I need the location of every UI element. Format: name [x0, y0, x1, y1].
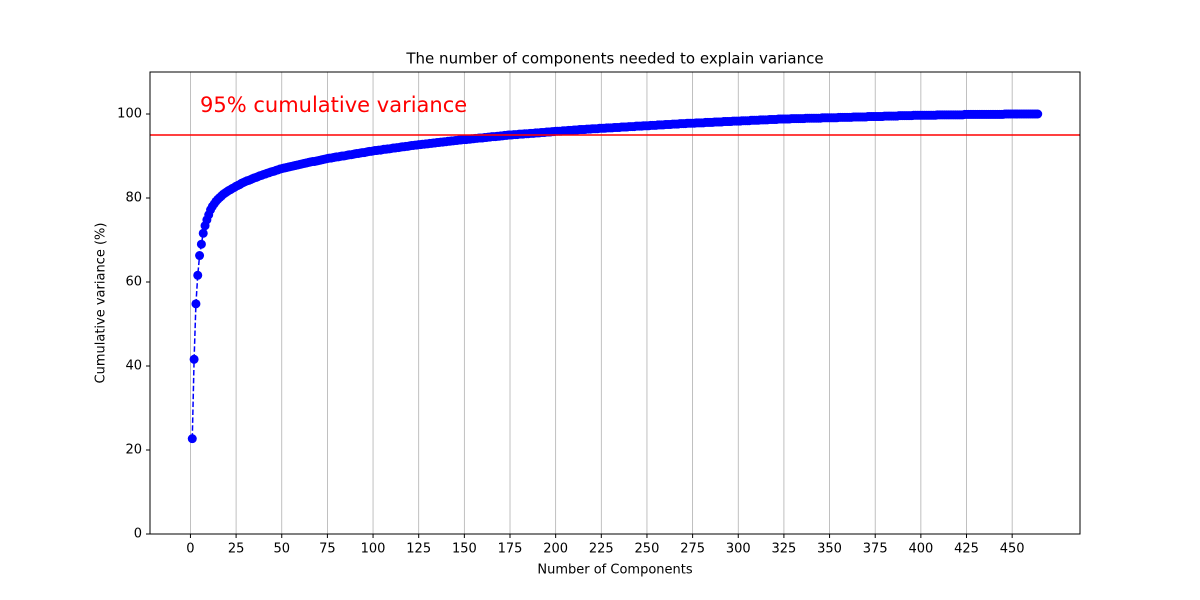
data-point: [195, 251, 205, 261]
y-tick-label: 60: [125, 275, 142, 290]
data-point: [189, 354, 199, 364]
x-tick-label: 350: [817, 542, 842, 557]
x-tick-label: 125: [406, 542, 431, 557]
data-point: [196, 239, 206, 249]
x-tick-label: 300: [726, 542, 751, 557]
data-point: [198, 228, 208, 238]
x-tick-label: 450: [1000, 542, 1025, 557]
x-tick-label: 400: [908, 542, 933, 557]
y-axis-label: Cumulative variance (%): [94, 223, 109, 384]
y-tick-label: 80: [125, 191, 142, 206]
data-point: [193, 270, 203, 280]
x-tick-label: 150: [452, 542, 477, 557]
data-point: [187, 434, 197, 444]
x-tick-label: 0: [186, 542, 194, 557]
x-tick-label: 275: [680, 542, 705, 557]
y-tick-label: 0: [134, 527, 142, 542]
x-axis-label: Number of Components: [537, 563, 692, 578]
x-tick-label: 250: [635, 542, 660, 557]
x-tick-label: 425: [954, 542, 979, 557]
x-tick-label: 225: [589, 542, 614, 557]
annotation: 95% cumulative variance: [200, 93, 467, 117]
chart-title: The number of components needed to expla…: [405, 50, 823, 68]
x-tick-label: 200: [543, 542, 568, 557]
y-tick-label: 100: [117, 107, 142, 122]
data-point: [191, 299, 201, 309]
plot-frame: [149, 71, 1081, 535]
x-tick-label: 50: [273, 542, 290, 557]
x-tick-label: 175: [498, 542, 523, 557]
y-tick-label: 20: [125, 443, 142, 458]
x-tick-label: 100: [361, 542, 386, 557]
x-tick-label: 375: [863, 542, 888, 557]
x-tick-label: 75: [319, 542, 336, 557]
x-tick-label: 325: [771, 542, 796, 557]
y-tick-label: 40: [125, 359, 142, 374]
x-tick-label: 25: [228, 542, 245, 557]
data-point: [1033, 109, 1043, 119]
